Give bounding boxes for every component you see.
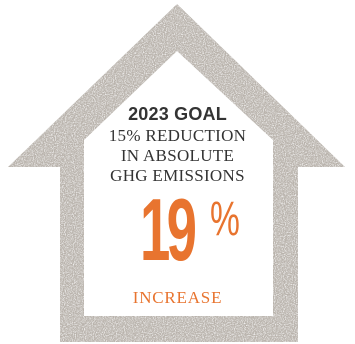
goal-description-line-2: IN ABSOLUTE — [120, 146, 235, 165]
goal-title: 2023 GOAL — [128, 104, 227, 124]
result-label: INCREASE — [132, 288, 223, 307]
goal-description-line-1: 15% REDUCTION — [108, 126, 247, 145]
result-number: 19 — [140, 180, 197, 279]
goal-description-line-3: GHG EMISSIONS — [110, 166, 245, 185]
result-percent-sign: % — [210, 193, 240, 246]
